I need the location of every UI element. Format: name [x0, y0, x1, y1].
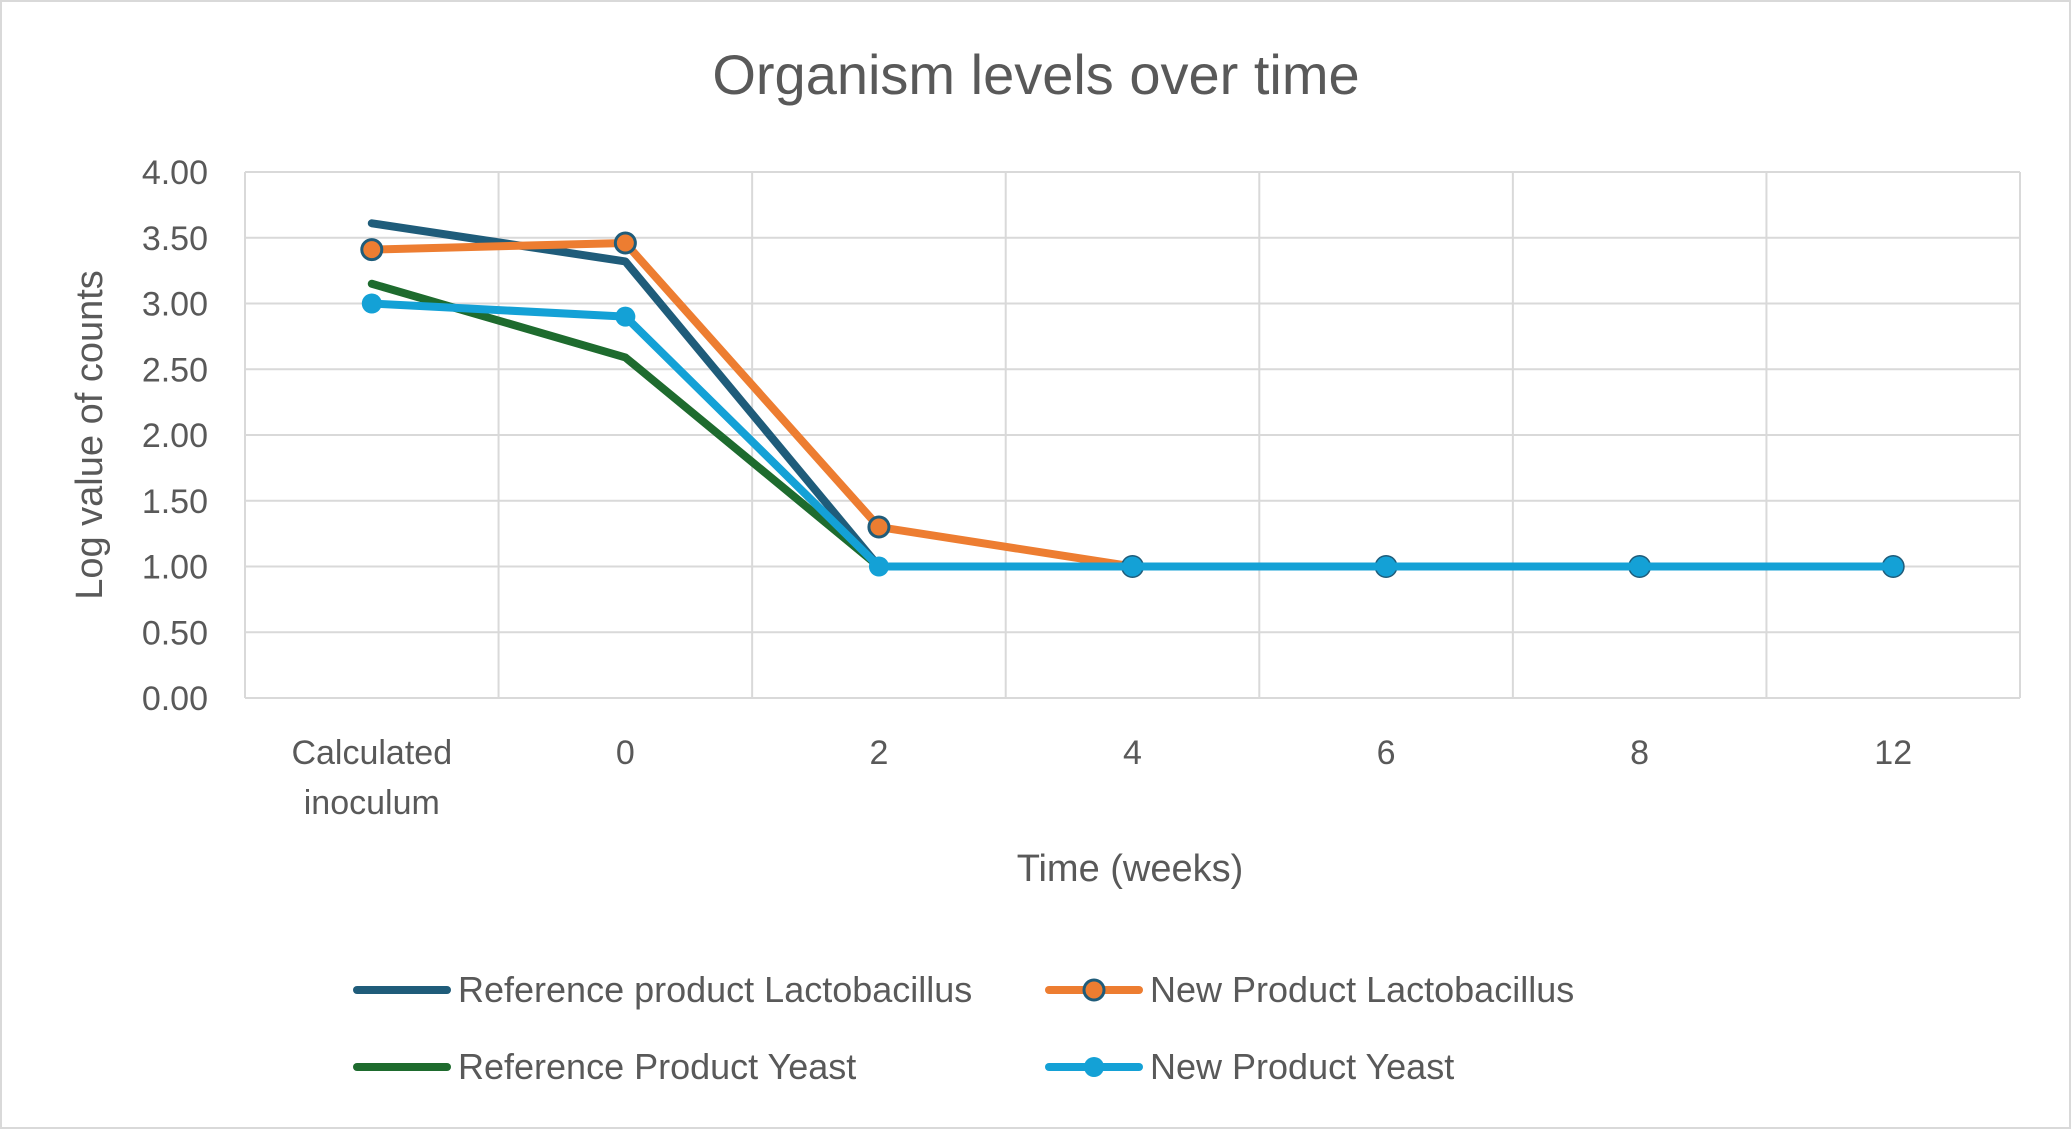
y-axis-ticks: 0.00 0.50 1.00 1.50 2.00 2.50 3.00 3.50 4.00 [142, 154, 208, 718]
series-2 [367, 279, 1898, 571]
y-tick-label: 3.00 [142, 286, 208, 324]
gridlines [244, 171, 2021, 699]
x-tick-label-line: 12 [1874, 734, 1912, 772]
x-tick-label: Calculated inoculum [291, 734, 452, 822]
x-tick-label-line: 4 [1123, 734, 1142, 772]
legend-label: Reference Product Yeast [458, 1046, 856, 1087]
x-tick-label-line: 8 [1630, 734, 1649, 772]
x-tick-label-line: 6 [1377, 734, 1396, 772]
chart-title: Organism levels over time [712, 43, 1359, 106]
data-point [613, 231, 637, 255]
data-point [867, 515, 891, 539]
x-tick-label-line: inoculum [304, 784, 440, 822]
data-point [361, 293, 382, 314]
legend-swatch-marker [1082, 978, 1106, 1002]
y-tick-label: 1.50 [142, 483, 208, 521]
series-line [367, 219, 1898, 571]
data-point [360, 238, 384, 262]
data-point [1883, 556, 1904, 577]
legend-swatch-marker [1084, 1057, 1104, 1077]
legend-item: Reference Product Yeast [353, 1046, 856, 1087]
x-tick-label: 0 [616, 734, 635, 772]
data-point [1629, 556, 1650, 577]
x-tick-label: 8 [1630, 734, 1649, 772]
x-tick-label-line: Calculated [291, 734, 452, 772]
x-tick-label-line: 2 [869, 734, 888, 772]
y-tick-label: 1.00 [142, 549, 208, 587]
series-1 [360, 231, 1905, 578]
y-tick-label: 0.00 [142, 680, 208, 718]
x-tick-label: 12 [1874, 734, 1912, 772]
x-tick-label: 2 [869, 734, 888, 772]
legend-label: Reference product Lactobacillus [458, 969, 972, 1010]
x-tick-label-line: 0 [616, 734, 635, 772]
series-line [367, 279, 1898, 571]
y-tick-label: 2.00 [142, 417, 208, 455]
legend-label: New Product Lactobacillus [1150, 969, 1574, 1010]
legend: Reference product Lactobacillus New Produ… [353, 969, 1574, 1087]
x-axis-label: Time (weeks) [1017, 848, 1244, 890]
y-tick-label: 2.50 [142, 351, 208, 389]
data-point [1376, 556, 1397, 577]
y-tick-label: 4.00 [142, 154, 208, 192]
y-tick-label: 0.50 [142, 614, 208, 652]
x-tick-label: 6 [1377, 734, 1396, 772]
y-axis-label: Log value of counts [69, 270, 111, 600]
series-line [367, 239, 1898, 571]
series-layer [360, 219, 1905, 578]
x-axis-ticks: Calculated inoculum 0 2 4 6 8 12 [291, 734, 1912, 822]
x-tick-label: 4 [1123, 734, 1142, 772]
data-point [615, 306, 636, 327]
y-tick-label: 3.50 [142, 220, 208, 258]
legend-item: Reference product Lactobacillus [353, 969, 972, 1010]
legend-label: New Product Yeast [1150, 1046, 1454, 1087]
data-point [868, 556, 889, 577]
series-0 [367, 219, 1898, 571]
legend-item: New Product Yeast [1045, 1046, 1454, 1087]
legend-item: New Product Lactobacillus [1045, 969, 1574, 1010]
data-point [1122, 556, 1143, 577]
series-3 [361, 293, 1904, 577]
